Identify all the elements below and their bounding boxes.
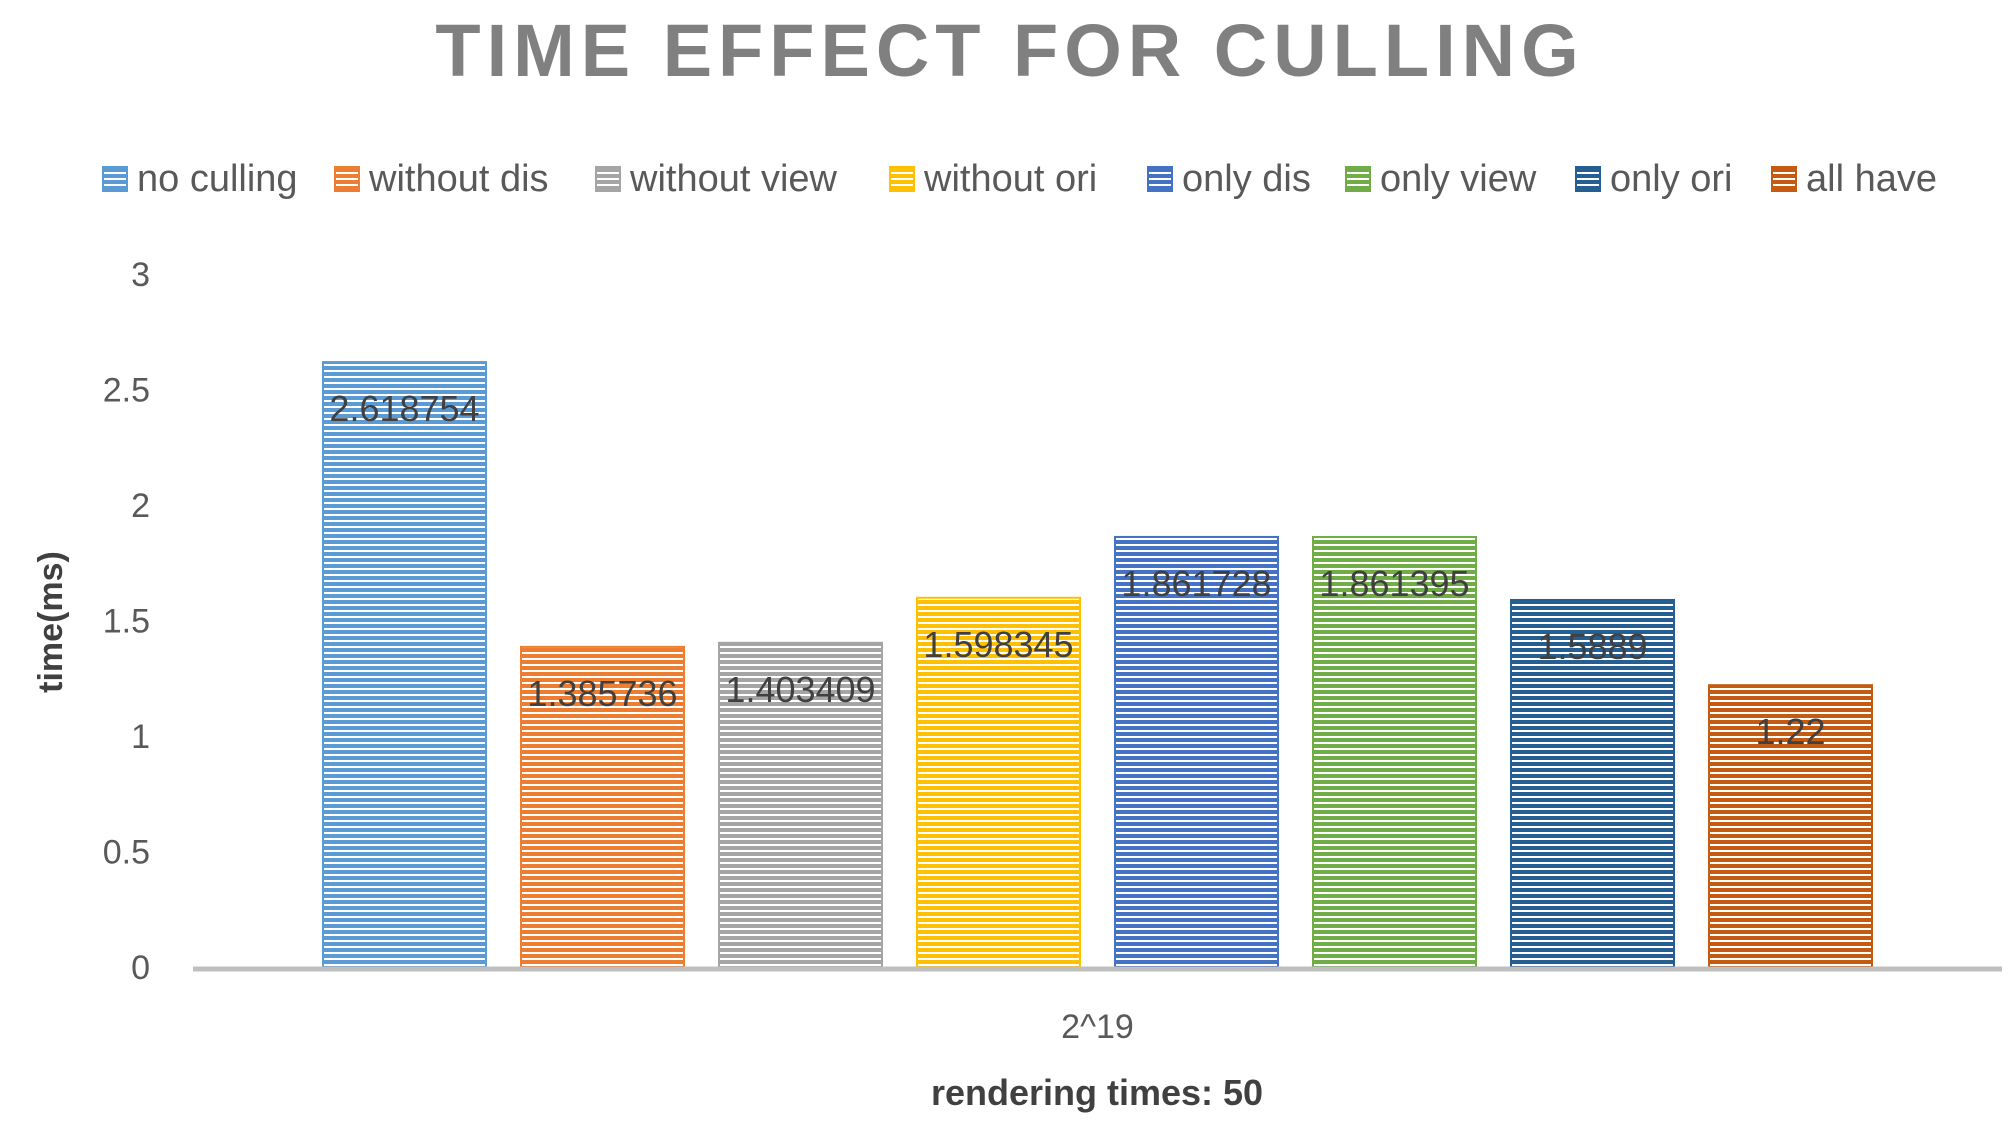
y-tick-label: 0.5 <box>103 834 150 872</box>
legend-swatch <box>1575 166 1601 192</box>
bar <box>520 645 685 968</box>
data-label: 1.861728 <box>1121 563 1271 604</box>
data-label: 1.22 <box>1755 711 1825 752</box>
data-label: 1.385736 <box>527 673 677 714</box>
bar <box>322 361 487 969</box>
x-axis-label: rendering times: 50 <box>931 1072 1263 1113</box>
y-axis-ticks: 0 0.5 1 1.5 2 2.5 3 <box>103 256 150 987</box>
y-tick-label: 1.5 <box>103 603 150 641</box>
y-tick-label: 0 <box>131 949 150 987</box>
legend-swatch <box>595 166 621 192</box>
legend-label: without view <box>629 158 838 200</box>
y-axis-label: time(ms) <box>32 551 70 693</box>
legend-label: all have <box>1806 158 1937 200</box>
legend-label: only dis <box>1182 158 1311 200</box>
data-label: 1.403409 <box>725 669 875 710</box>
legend-swatch <box>1771 166 1797 192</box>
y-tick-label: 1 <box>131 718 150 756</box>
legend-label: without ori <box>923 158 1097 200</box>
y-tick-label: 3 <box>131 256 150 294</box>
legend-swatch <box>334 166 360 192</box>
legend: no culling without dis without view without… <box>102 158 1937 200</box>
y-tick-label: 2.5 <box>103 372 150 410</box>
data-label: 2.618754 <box>329 388 479 429</box>
bar <box>916 596 1081 968</box>
legend-label: only ori <box>1610 158 1733 200</box>
bars <box>322 361 1873 969</box>
legend-swatch <box>102 166 128 192</box>
legend-swatch <box>1345 166 1371 192</box>
legend-label: no culling <box>137 158 298 200</box>
data-labels: 2.618754 1.385736 1.403409 1.598345 1.861728… <box>329 388 1825 752</box>
data-label: 1.5889 <box>1537 626 1647 667</box>
bar <box>1114 535 1279 969</box>
legend-swatch <box>889 166 915 192</box>
x-tick-label: 2^19 <box>1061 1008 1134 1046</box>
legend-swatch <box>1147 166 1173 192</box>
bar <box>718 641 883 968</box>
bar <box>1708 684 1873 968</box>
bar <box>1312 536 1477 968</box>
y-tick-label: 2 <box>131 487 150 525</box>
x-axis-ticks: 2^19 <box>1061 1008 1134 1046</box>
data-label: 1.598345 <box>923 624 1073 665</box>
legend-label: only view <box>1380 158 1537 200</box>
legend-label: without dis <box>368 158 549 200</box>
data-label: 1.861395 <box>1319 563 1469 604</box>
chart-title: TIME EFFECT FOR CULLING <box>435 9 1584 92</box>
